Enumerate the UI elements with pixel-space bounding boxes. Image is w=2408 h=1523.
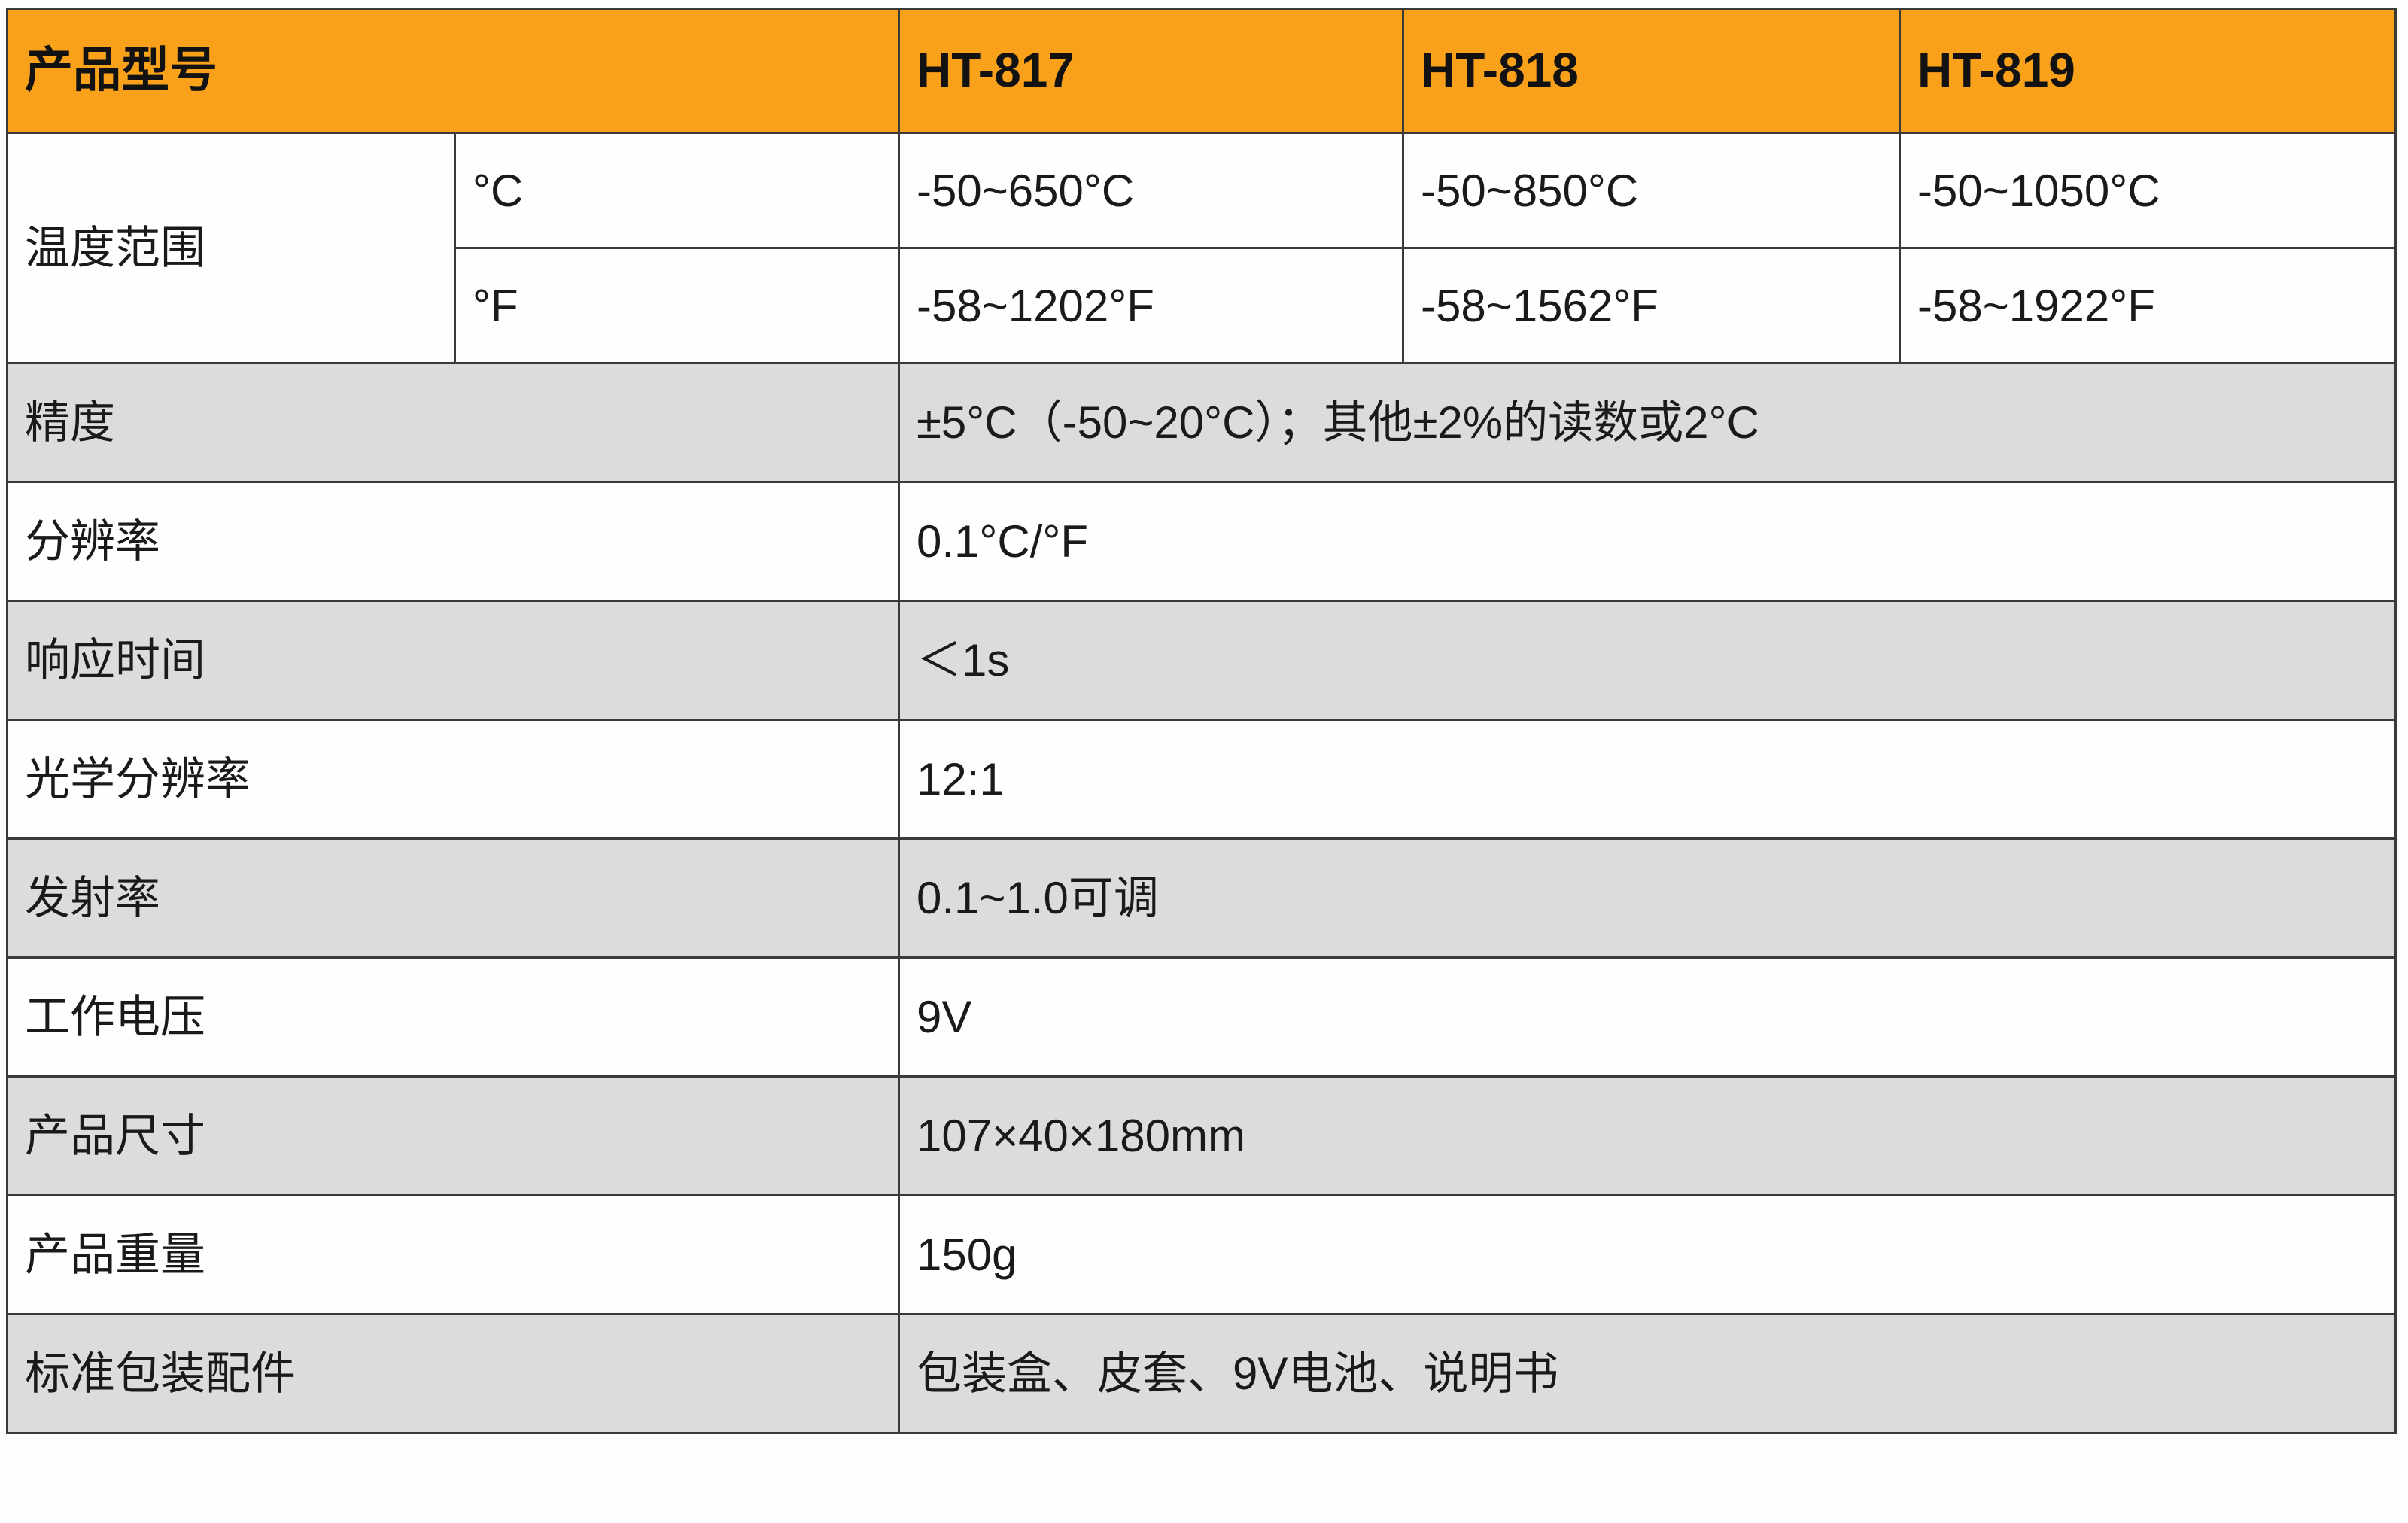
table-row-temperature-range-celsius: 温度范围 °C -50~650°C -50~850°C -50~1050°C — [6, 132, 2397, 364]
value-temp-celsius-ht-817: -50~650°C — [898, 132, 1404, 249]
table-row-response-time: 响应时间 ＜1s — [6, 600, 2397, 721]
row-label-working-voltage: 工作电压 — [6, 956, 900, 1078]
sub-label-fahrenheit: °F — [454, 247, 900, 364]
table-row-standard-packaging: 标准包装配件 包装盒、皮套、9V电池、说明书 — [6, 1313, 2397, 1434]
table-row-temperature-range-fahrenheit: °F -58~1202°F -58~1562°F -58~1922°F — [8, 247, 2397, 364]
value-temp-fahrenheit-ht-818: -58~1562°F — [1402, 247, 1901, 364]
row-value-standard-packaging: 包装盒、皮套、9V电池、说明书 — [898, 1313, 2397, 1434]
header-variant-ht-818: HT-818 — [1402, 8, 1901, 134]
value-temp-celsius-ht-819: -50~1050°C — [1899, 132, 2397, 249]
row-label-optical-resolution: 光学分辨率 — [6, 719, 900, 840]
row-label-resolution: 分辨率 — [6, 481, 900, 602]
row-label-emissivity: 发射率 — [6, 837, 900, 959]
specification-table: 产品型号 HT-817 HT-818 HT-819 温度范围 °C -50~65… — [6, 8, 2397, 1434]
sub-label-celsius: °C — [454, 132, 900, 249]
row-label-temperature-range: 温度范围 — [6, 132, 456, 364]
row-label-response-time: 响应时间 — [6, 600, 900, 721]
table-row-working-voltage: 工作电压 9V — [6, 956, 2397, 1078]
value-temp-celsius-ht-818: -50~850°C — [1402, 132, 1901, 249]
row-label-accuracy: 精度 — [6, 362, 900, 483]
row-value-optical-resolution: 12:1 — [898, 719, 2397, 840]
table-row-emissivity: 发射率 0.1~1.0可调 — [6, 837, 2397, 959]
row-value-emissivity: 0.1~1.0可调 — [898, 837, 2397, 959]
header-model-label: 产品型号 — [6, 8, 900, 134]
table-row-product-dimensions: 产品尺寸 107×40×180mm — [6, 1075, 2397, 1196]
row-value-working-voltage: 9V — [898, 956, 2397, 1078]
value-temp-fahrenheit-ht-817: -58~1202°F — [898, 247, 1404, 364]
table-row-optical-resolution: 光学分辨率 12:1 — [6, 719, 2397, 840]
row-value-product-dimensions: 107×40×180mm — [898, 1075, 2397, 1196]
row-value-response-time: ＜1s — [898, 600, 2397, 721]
table-row-product-weight: 产品重量 150g — [6, 1194, 2397, 1315]
table-header-row: 产品型号 HT-817 HT-818 HT-819 — [6, 8, 2397, 134]
header-variant-ht-819: HT-819 — [1899, 8, 2397, 134]
table-row-accuracy: 精度 ±5°C（-50~20°C）；其他±2%的读数或2°C — [6, 362, 2397, 483]
row-value-product-weight: 150g — [898, 1194, 2397, 1315]
row-value-resolution: 0.1°C/°F — [898, 481, 2397, 602]
header-variant-ht-817: HT-817 — [898, 8, 1404, 134]
row-label-standard-packaging: 标准包装配件 — [6, 1313, 900, 1434]
value-temp-fahrenheit-ht-819: -58~1922°F — [1899, 247, 2397, 364]
table-row-resolution: 分辨率 0.1°C/°F — [6, 481, 2397, 602]
row-label-product-weight: 产品重量 — [6, 1194, 900, 1315]
row-label-product-dimensions: 产品尺寸 — [6, 1075, 900, 1196]
row-value-accuracy: ±5°C（-50~20°C）；其他±2%的读数或2°C — [898, 362, 2397, 483]
